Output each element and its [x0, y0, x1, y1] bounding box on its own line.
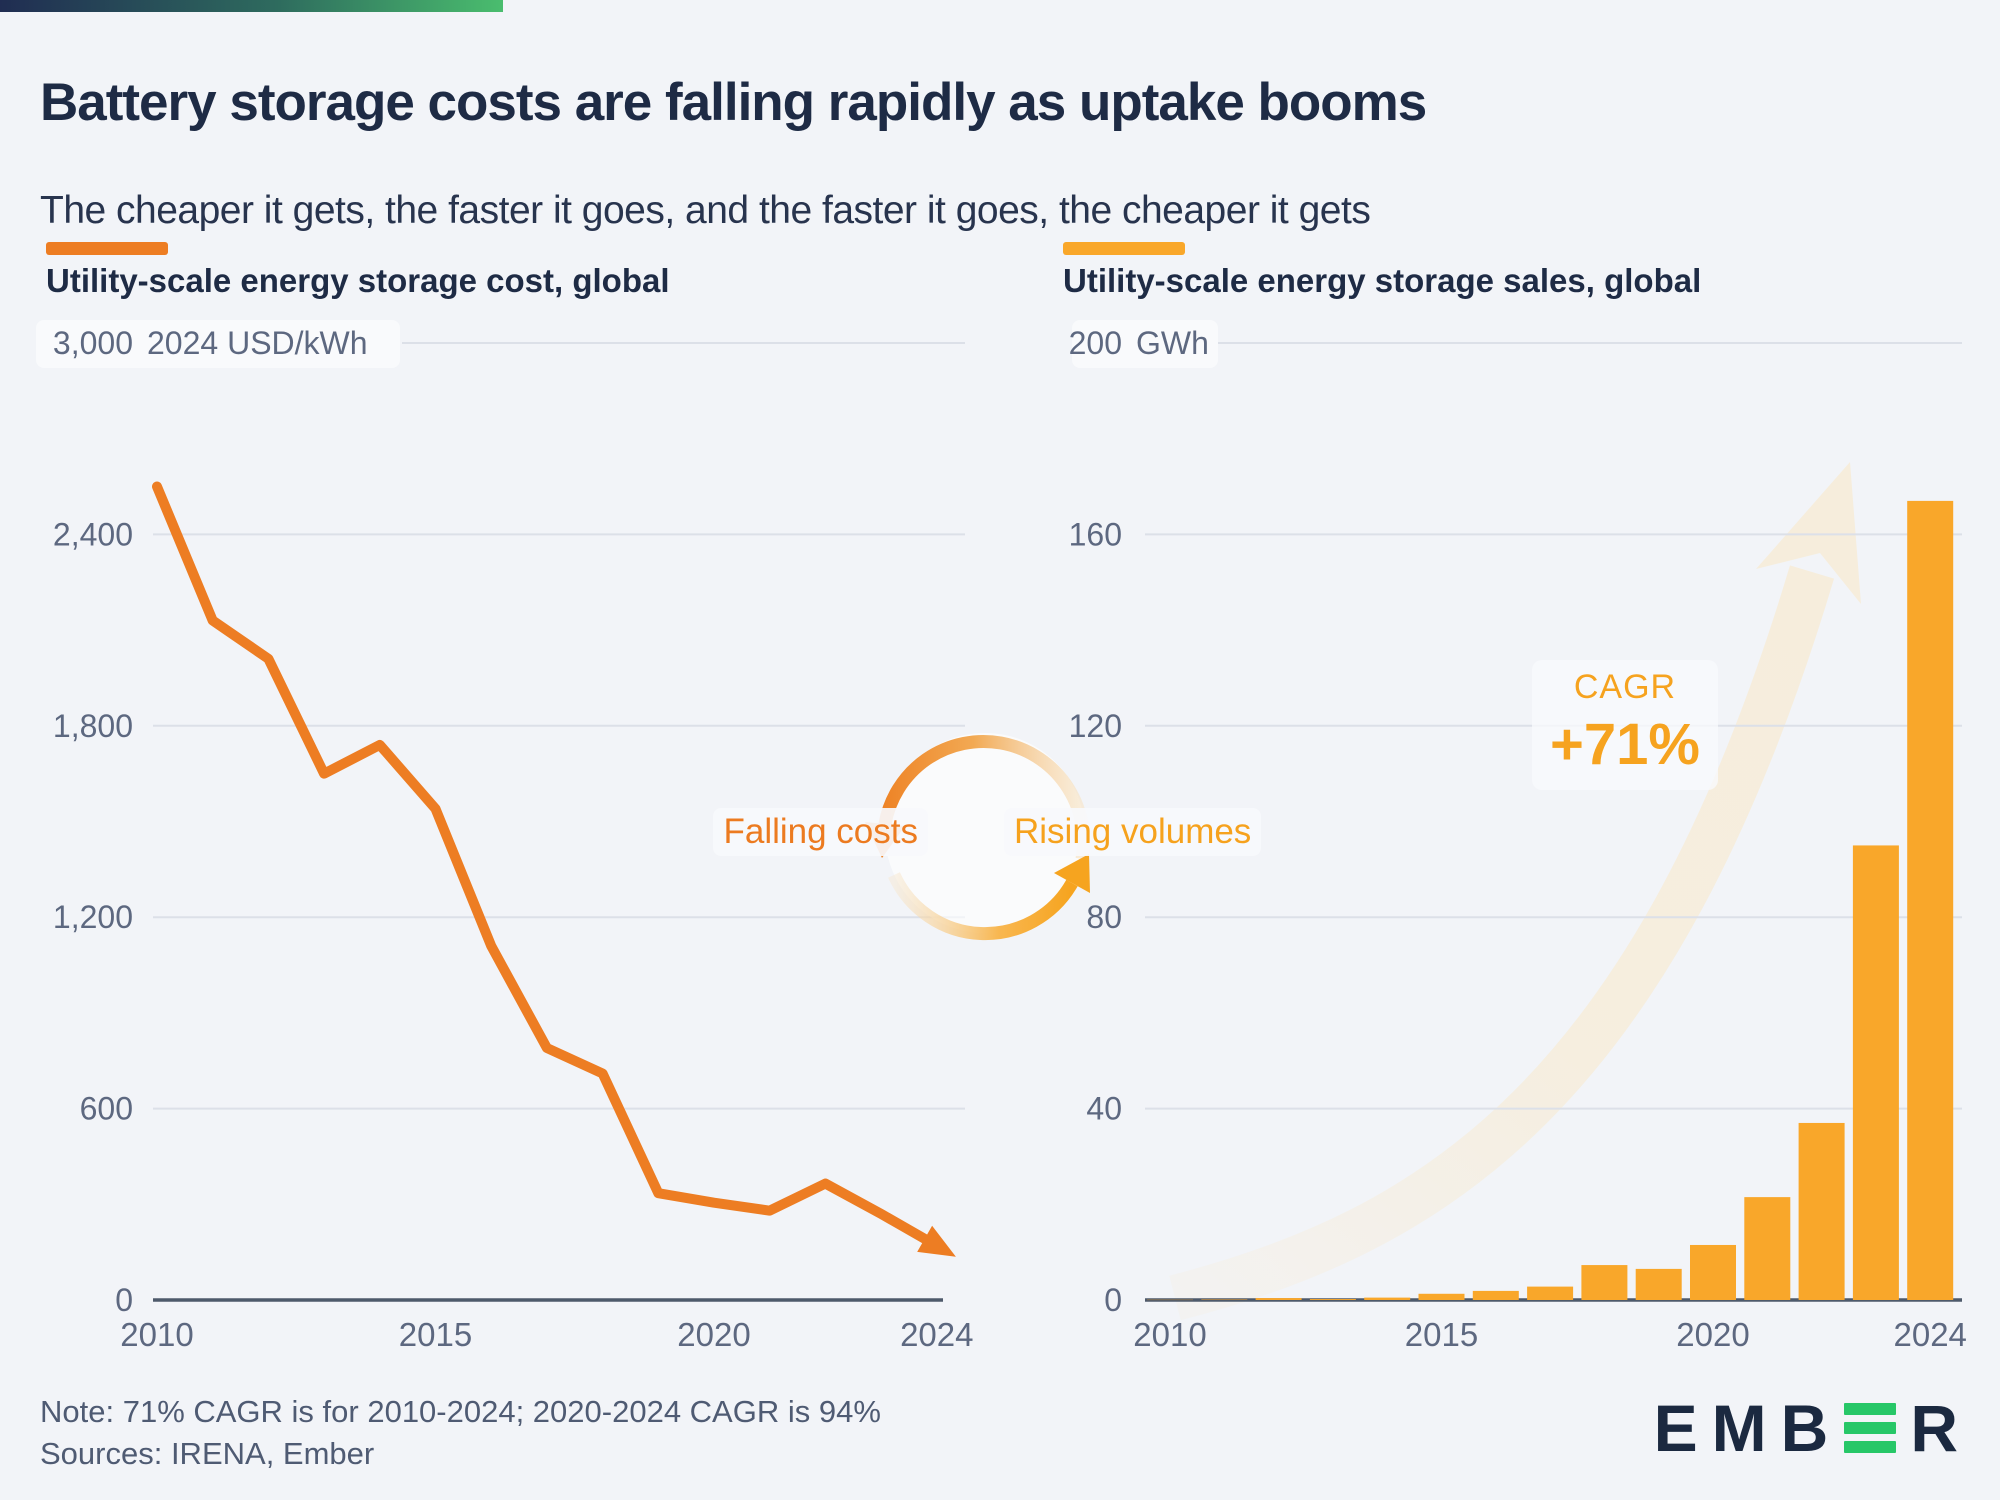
- falling-costs-label: Falling costs: [713, 808, 928, 856]
- page-subtitle: The cheaper it gets, the faster it goes,…: [40, 189, 1371, 232]
- y-axis-unit-label: 2024 USD/kWh: [147, 325, 368, 361]
- y-axis-unit-label: GWh: [1136, 325, 1209, 361]
- sales-bar-2023: [1852, 845, 1899, 1300]
- y-tick-label: 1,800: [53, 708, 133, 744]
- cycle-bottom-arc: [888, 872, 1078, 941]
- cost-line: [152, 481, 930, 1244]
- ember-logo: EMB R: [1654, 1390, 1958, 1466]
- growth-arrow-decoration: [1169, 462, 1861, 1321]
- x-tick-label: 2015: [1405, 1316, 1478, 1353]
- x-tick-label: 2010: [120, 1316, 193, 1353]
- x-tick-label: 2020: [1676, 1316, 1749, 1353]
- unit-chip: [1072, 320, 1218, 368]
- sales-bar-2016: [1472, 1290, 1519, 1300]
- page-title: Battery storage costs are falling rapidl…: [40, 72, 1427, 132]
- cost-chart-grid: 0 600 1,200 1,800 2,400 3,000 2024 USD/kWh 2010…: [36, 320, 974, 1353]
- cagr-label: CAGR: [1573, 668, 1677, 706]
- sales-chart-heading: Utility-scale energy storage sales, glob…: [1063, 262, 1702, 299]
- y-tick-label: 3,000: [53, 325, 133, 361]
- cagr-annotation: CAGR +71%: [1532, 660, 1718, 790]
- y-tick-label: 2,400: [53, 516, 133, 552]
- sales-bar-2018: [1581, 1265, 1628, 1300]
- cycle-circle-fill: [885, 733, 1085, 933]
- sales-bar-2012: [1255, 1298, 1302, 1300]
- sales-bar-2014: [1364, 1297, 1411, 1300]
- y-tick-label: 160: [1069, 516, 1122, 552]
- cost-chart-heading: Utility-scale energy storage cost, globa…: [46, 262, 670, 299]
- sales-bar-2021: [1744, 1197, 1791, 1300]
- cost-legend-swatch: [46, 242, 168, 255]
- ember-logo-letter-r: R: [1910, 1391, 1958, 1465]
- y-tick-label: 40: [1086, 1091, 1122, 1127]
- y-tick-label: 0: [1104, 1282, 1122, 1318]
- y-tick-label: 0: [115, 1282, 133, 1318]
- sales-bar-2019: [1635, 1268, 1682, 1300]
- x-tick-label: 2015: [399, 1316, 472, 1353]
- growth-arrow-shaft: [1169, 565, 1835, 1321]
- sales-bar-2020: [1690, 1244, 1736, 1300]
- sources-note: Sources: IRENA, Ember: [40, 1436, 375, 1471]
- sales-bar-2022: [1798, 1122, 1845, 1300]
- cycle-bottom-arrowhead: [1054, 854, 1090, 893]
- rising-volumes-label: Rising volumes: [1004, 808, 1262, 856]
- cost-line-series: [152, 481, 956, 1257]
- x-tick-label: 2010: [1133, 1316, 1206, 1353]
- sales-bars: [1147, 500, 1954, 1301]
- footnote: Note: 71% CAGR is for 2010-2024; 2020-20…: [40, 1394, 881, 1429]
- y-tick-label: 600: [80, 1091, 133, 1127]
- brand-gradient-bar: [0, 0, 503, 12]
- y-tick-label: 80: [1086, 899, 1122, 935]
- x-tick-label: 2024: [1893, 1316, 1966, 1353]
- sales-legend-swatch: [1063, 242, 1185, 255]
- sales-bar-2024: [1907, 500, 1954, 1300]
- y-tick-label: 200: [1069, 325, 1122, 361]
- unit-chip: [36, 320, 400, 368]
- cagr-value: +71%: [1550, 712, 1700, 777]
- y-tick-label: 120: [1069, 708, 1122, 744]
- cost-line-arrowhead: [917, 1225, 956, 1257]
- ember-logo-green-e-icon: [1844, 1403, 1897, 1453]
- sales-bar-2015: [1418, 1293, 1465, 1300]
- x-tick-label: 2024: [900, 1316, 973, 1353]
- sales-bar-2017: [1527, 1286, 1574, 1300]
- x-tick-label: 2020: [677, 1316, 750, 1353]
- y-tick-label: 1,200: [53, 899, 133, 935]
- growth-arrow-head: [1756, 462, 1861, 604]
- sales-bar-2013: [1309, 1299, 1356, 1300]
- ember-logo-letters-emb: EMB: [1653, 1391, 1843, 1465]
